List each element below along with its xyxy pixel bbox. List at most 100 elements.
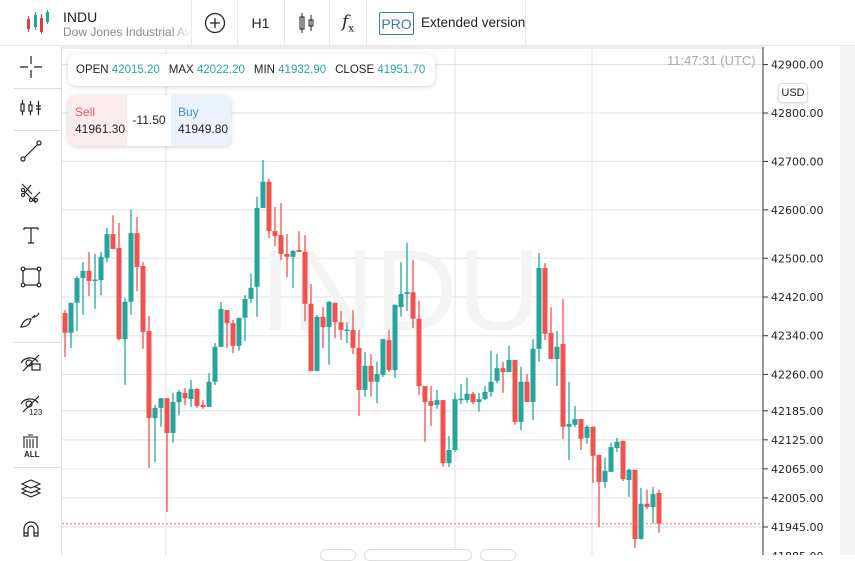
candle-up xyxy=(92,279,98,282)
chart-top-border xyxy=(62,46,763,49)
hide-labels-icon: 123 xyxy=(20,395,43,416)
magnet-tool[interactable] xyxy=(14,513,48,547)
candle-up xyxy=(380,339,386,375)
price-axis[interactable]: 42900.00 42800.00 42700.00 42600.00 42500.00… xyxy=(763,59,824,555)
price-tick-label: 42900.00 xyxy=(771,59,824,72)
delete-all-tool[interactable]: ALL xyxy=(14,429,48,463)
buy-button[interactable]: Buy 41949.80 xyxy=(171,95,231,146)
sell-button[interactable]: Sell 41961.30 xyxy=(68,95,127,146)
min-label: MIN xyxy=(253,64,275,76)
bottom-control[interactable] xyxy=(320,549,356,561)
candle-up xyxy=(206,381,212,407)
candle-down xyxy=(620,440,626,480)
divider xyxy=(191,0,192,46)
candle-up xyxy=(104,234,110,258)
pro-badge[interactable]: PRO xyxy=(379,12,414,35)
bottom-control[interactable] xyxy=(364,549,472,561)
candle-up xyxy=(398,294,404,308)
pitchfork-icon xyxy=(20,183,41,204)
candle-up xyxy=(212,346,218,382)
price-tick-label: 42185.00 xyxy=(771,405,824,418)
candle-up xyxy=(452,399,458,451)
candle-down xyxy=(284,253,290,257)
candle-up xyxy=(434,400,440,405)
candle-down xyxy=(224,310,230,324)
close-value: 41951.70 xyxy=(377,64,426,76)
svg-text:123: 123 xyxy=(29,408,43,416)
timeframe-button[interactable]: H1 xyxy=(251,15,270,31)
price-tick-label: 42065.00 xyxy=(771,463,824,476)
price-tick-label: 42340.00 xyxy=(771,330,824,343)
brush-tool[interactable] xyxy=(14,302,48,336)
bottom-control[interactable] xyxy=(480,549,516,561)
max-value: 42022.20 xyxy=(196,64,245,76)
candle-up xyxy=(392,304,398,371)
candle-down xyxy=(386,340,392,371)
divider xyxy=(525,0,526,46)
candle-down xyxy=(368,365,374,382)
candle-down xyxy=(338,322,344,330)
price-tick-label: 42420.00 xyxy=(771,291,824,304)
spread-value: -11.50 xyxy=(127,95,171,146)
candle-down xyxy=(164,398,170,434)
fx-icon: fx xyxy=(342,11,354,35)
buy-price: 41949.80 xyxy=(178,122,229,136)
crosshair-tool[interactable] xyxy=(14,50,48,84)
candle-down xyxy=(560,343,566,427)
candle-down xyxy=(356,347,362,390)
candle-up xyxy=(80,270,86,279)
right-panel-strip xyxy=(840,46,855,555)
drawing-toolbar: 123 ALL xyxy=(0,46,62,555)
sell-label: Sell xyxy=(75,105,96,119)
price-tick-label: 41885.00 xyxy=(771,550,824,555)
trend-line-tool[interactable] xyxy=(14,134,48,168)
candle-up xyxy=(446,450,452,464)
candle-down xyxy=(590,426,596,456)
add-symbol-button[interactable] xyxy=(192,0,237,46)
watermark: INDU xyxy=(259,227,540,355)
divider xyxy=(14,342,62,343)
ohlc-panel: OPEN 42015.20 MAX 42022.20 MIN 41932.90 … xyxy=(68,54,436,86)
trend-line-icon xyxy=(20,140,42,162)
symbol-description: Dow Jones Industrial Average xyxy=(63,25,191,39)
candle-down xyxy=(350,329,356,348)
candle-down xyxy=(512,359,518,422)
pitchfork-tool[interactable] xyxy=(14,176,48,210)
candle-down xyxy=(500,368,506,373)
candle-down xyxy=(428,401,434,406)
candlestick-icon xyxy=(299,13,314,33)
delete-all-icon: ALL xyxy=(23,434,40,459)
logo-icon xyxy=(27,10,49,34)
candle-down xyxy=(524,381,530,403)
candle-up xyxy=(614,441,620,449)
rectangle-tool[interactable] xyxy=(14,260,48,294)
open-value: 42015.20 xyxy=(111,64,160,76)
candle-down xyxy=(332,302,338,323)
candle-up xyxy=(626,469,632,481)
text-tool[interactable] xyxy=(14,218,48,252)
candle-up xyxy=(290,250,296,257)
candle-up xyxy=(128,233,134,302)
layers-tool[interactable] xyxy=(14,471,48,505)
hide-labels-tool[interactable]: 123 xyxy=(14,387,48,421)
chart-type-button[interactable] xyxy=(285,0,329,46)
indicators-fx-button[interactable]: fx xyxy=(330,0,366,46)
candle-up xyxy=(482,391,488,400)
candle-up xyxy=(74,278,80,303)
divider xyxy=(14,467,62,468)
candle-up xyxy=(188,388,194,400)
candle-up xyxy=(638,503,644,540)
price-tick-label: 42260.00 xyxy=(771,368,824,381)
currency-button[interactable]: USD xyxy=(778,83,808,103)
symbol-name[interactable]: INDU xyxy=(63,9,98,25)
price-tick-label: 42600.00 xyxy=(771,204,824,217)
candle-down xyxy=(470,393,476,403)
indicators-tool[interactable] xyxy=(14,91,48,125)
indicators-icon xyxy=(20,100,41,115)
extended-version-link[interactable]: Extended version xyxy=(421,15,526,30)
candle-down xyxy=(596,454,602,482)
hide-drawings-tool[interactable] xyxy=(14,345,48,379)
candle-up xyxy=(254,207,260,287)
candle-down xyxy=(440,400,446,464)
